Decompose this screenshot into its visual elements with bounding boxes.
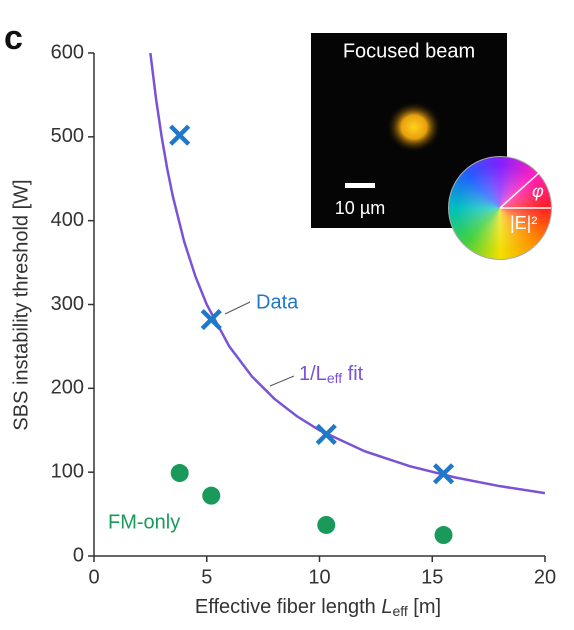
amplitude-label: |E|² — [510, 213, 537, 233]
fit-line — [149, 53, 545, 495]
y-tick-label: 300 — [51, 293, 84, 315]
x-axis-label: Effective fiber length Leff [m] — [195, 596, 441, 618]
y-tick-label: 600 — [51, 41, 84, 63]
label-leader — [269, 375, 295, 387]
wheel-radius — [499, 171, 541, 209]
x-axis-label-sub: eff — [392, 603, 407, 619]
inset: Focused beam 10 µm φ |E|² — [311, 33, 552, 260]
y-tick-label: 0 — [73, 544, 84, 566]
beam-spot — [386, 101, 442, 153]
x-tick-label: 0 — [88, 566, 99, 588]
series-label-name: 1/L — [299, 363, 327, 385]
series-label: Data — [256, 291, 299, 313]
data-cross — [432, 463, 455, 485]
data-cross — [315, 423, 337, 446]
y-tick-label: 100 — [51, 460, 84, 482]
x-tick-label: 20 — [534, 566, 556, 588]
data-cross — [200, 308, 222, 331]
scale-bar-label: 10 µm — [335, 198, 385, 218]
x-axis-label-unit: [m] — [408, 596, 441, 618]
x-tick-label: 15 — [421, 566, 443, 588]
y-tick-label: 500 — [51, 125, 84, 147]
series-label-suffix: fit — [342, 363, 364, 385]
data-dot — [202, 486, 221, 505]
x-axis-label-var: L — [381, 596, 392, 618]
inset-title: Focused beam — [343, 40, 475, 62]
data-dot — [434, 526, 453, 545]
series-label: FM-only — [108, 511, 180, 533]
x-axis-label-text: Effective fiber length — [195, 596, 381, 618]
data-cross — [169, 124, 191, 146]
series-label-sub: eff — [327, 370, 342, 386]
y-axis-label: SBS instability threshold [W] — [10, 179, 32, 430]
y-tick-label: 400 — [51, 209, 84, 231]
label-leader — [224, 301, 251, 315]
series-label: 1/Leff fit — [299, 363, 364, 385]
y-tick-label: 200 — [51, 377, 84, 399]
data-dot — [317, 515, 336, 534]
x-tick-label: 5 — [201, 566, 212, 588]
data-dot — [170, 464, 189, 483]
scale-bar — [345, 183, 375, 188]
phase-label: φ — [532, 181, 544, 201]
x-tick-label: 10 — [308, 566, 330, 588]
panel-label: c — [4, 19, 23, 57]
plot-area — [149, 53, 545, 495]
